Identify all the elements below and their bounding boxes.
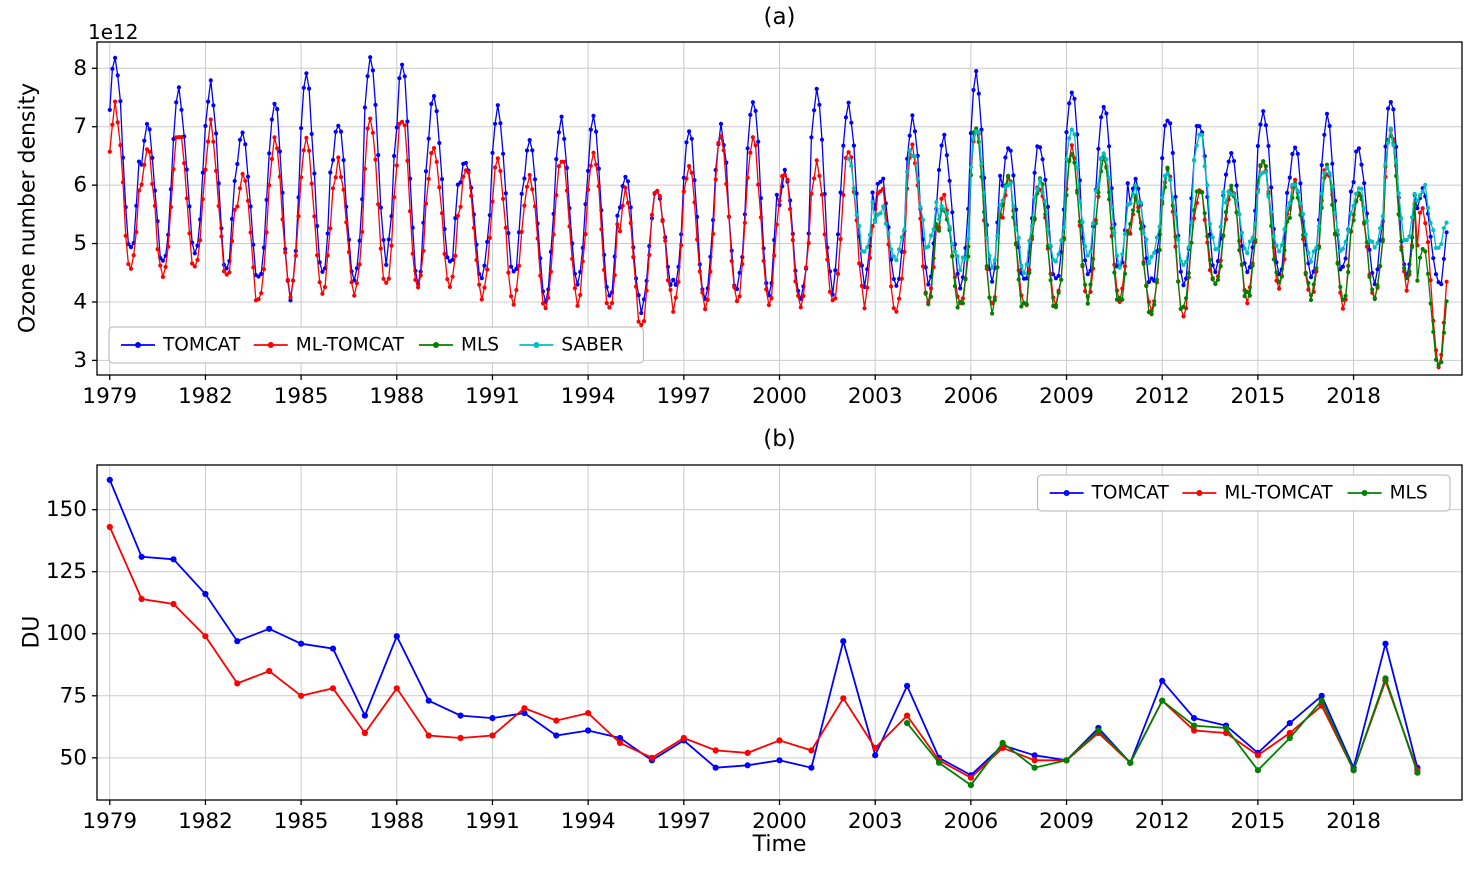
svg-text:125: 125: [46, 559, 87, 584]
svg-text:1991: 1991: [465, 384, 520, 409]
svg-text:2006: 2006: [943, 809, 998, 834]
svg-text:1985: 1985: [274, 384, 329, 409]
svg-text:2006: 2006: [943, 384, 998, 409]
svg-text:2003: 2003: [848, 384, 903, 409]
svg-text:75: 75: [60, 683, 87, 708]
svg-text:1997: 1997: [656, 809, 711, 834]
svg-text:1982: 1982: [178, 809, 233, 834]
svg-text:1994: 1994: [561, 384, 616, 409]
svg-text:1988: 1988: [369, 809, 424, 834]
svg-text:1997: 1997: [656, 384, 711, 409]
svg-text:2018: 2018: [1326, 809, 1381, 834]
svg-text:2000: 2000: [752, 809, 807, 834]
svg-text:2000: 2000: [752, 384, 807, 409]
panel-a-legend: TOMCAT ML-TOMCAT MLS SABER: [108, 326, 644, 364]
svg-text:2018: 2018: [1326, 384, 1381, 409]
svg-text:4: 4: [73, 289, 87, 314]
svg-text:2003: 2003: [848, 809, 903, 834]
svg-text:MLS: MLS: [1390, 483, 1428, 504]
panel-b-legend: TOMCAT ML-TOMCAT MLS: [1037, 474, 1451, 512]
svg-text:2009: 2009: [1039, 384, 1094, 409]
series-SABER: [847, 127, 1448, 276]
svg-text:MLS: MLS: [461, 335, 499, 356]
svg-text:1982: 1982: [178, 384, 233, 409]
series-TOMCAT: [108, 479, 1419, 777]
panel-b-xlabel: Time: [752, 832, 807, 857]
panel-a-series-group: [107, 55, 1449, 370]
svg-text:5: 5: [73, 231, 87, 256]
svg-text:3: 3: [73, 348, 87, 373]
svg-text:8: 8: [73, 56, 87, 81]
svg-text:1994: 1994: [561, 809, 616, 834]
panel-b-ylabel: DU: [19, 615, 45, 649]
svg-text:100: 100: [46, 621, 87, 646]
svg-text:50: 50: [60, 745, 87, 770]
svg-text:SABER: SABER: [561, 335, 623, 356]
panel-a-title: (a): [763, 4, 796, 30]
svg-text:1988: 1988: [369, 384, 424, 409]
svg-text:2015: 2015: [1231, 809, 1286, 834]
svg-text:1985: 1985: [274, 809, 329, 834]
svg-text:ML-TOMCAT: ML-TOMCAT: [1224, 483, 1333, 504]
svg-text:1979: 1979: [82, 809, 137, 834]
svg-text:1991: 1991: [465, 809, 520, 834]
svg-text:TOMCAT: TOMCAT: [162, 335, 241, 356]
panel-b-title: (b): [763, 426, 796, 452]
panel-b-series-group: [106, 476, 1421, 789]
panel-a-ylabel: Ozone number density: [15, 82, 41, 334]
svg-text:2012: 2012: [1135, 384, 1190, 409]
svg-text:6: 6: [73, 173, 87, 198]
svg-text:ML-TOMCAT: ML-TOMCAT: [296, 335, 405, 356]
svg-text:1979: 1979: [82, 384, 137, 409]
svg-text:2012: 2012: [1135, 809, 1190, 834]
svg-text:TOMCAT: TOMCAT: [1091, 483, 1170, 504]
svg-text:2015: 2015: [1231, 384, 1286, 409]
series-ML-TOMCAT: [108, 526, 1419, 779]
svg-text:7: 7: [73, 114, 87, 139]
svg-text:150: 150: [46, 497, 87, 522]
svg-text:2009: 2009: [1039, 809, 1094, 834]
panel-a-offset-text: 1e12: [88, 20, 139, 44]
